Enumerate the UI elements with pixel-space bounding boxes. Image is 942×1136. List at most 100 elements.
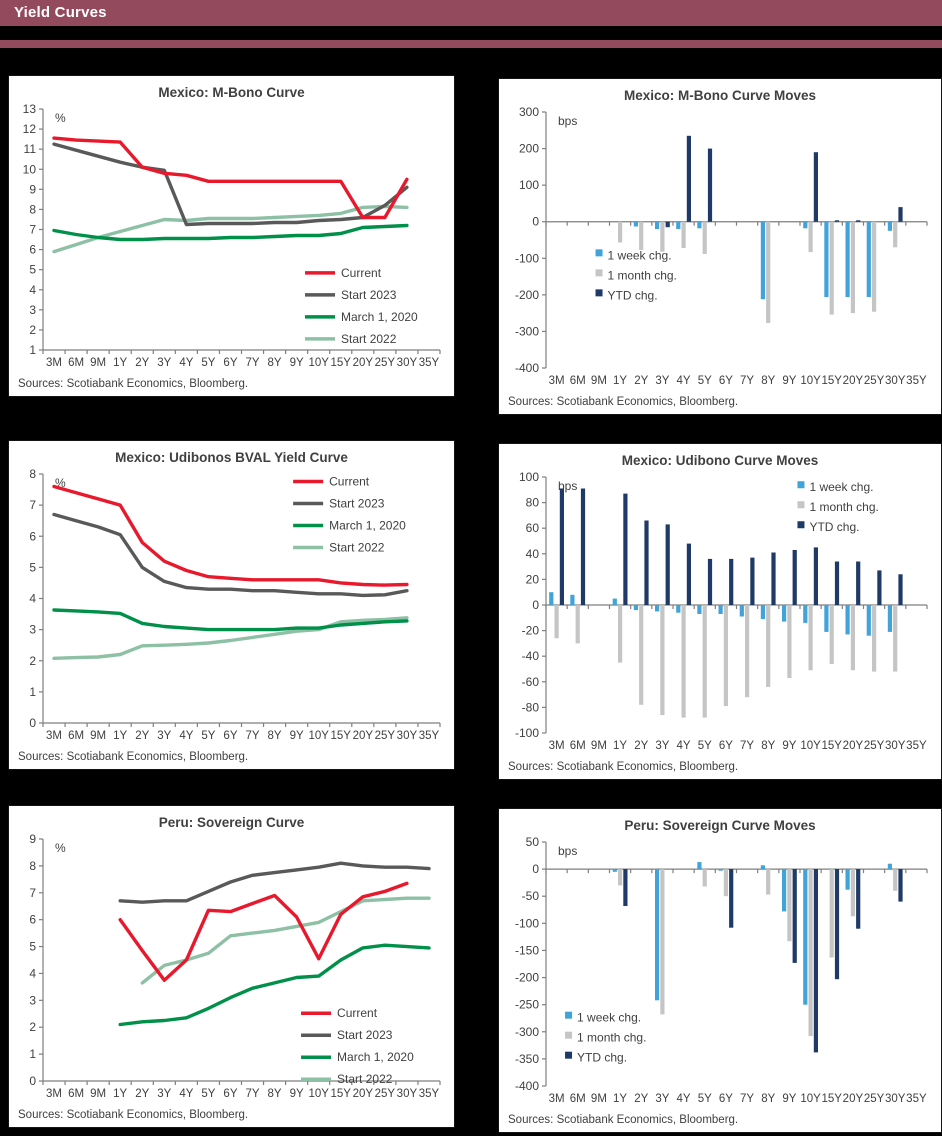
sources-note: Sources: Scotiabank Economics, Bloomberg… — [18, 378, 248, 390]
legend-label: 1 month chg. — [608, 268, 677, 282]
header-bar: Yield Curves — [0, 0, 942, 26]
legend-swatch-1-week-chg — [595, 249, 603, 257]
bar-ytd-chg-9Y — [792, 869, 797, 963]
legend-label: 1 week chg. — [809, 480, 873, 494]
x-tick-label: 3M — [549, 740, 565, 752]
y-tick-label: 0 — [29, 716, 36, 730]
y-tick-label: 1 — [29, 343, 36, 357]
x-tick-label: 3Y — [157, 1088, 171, 1100]
bar-ytd-chg-20Y — [856, 220, 861, 222]
y-tick-label: -250 — [515, 998, 539, 1012]
bar-1-week-chg-25Y — [866, 221, 871, 297]
bar-1-month-chg-6Y — [723, 605, 728, 707]
x-tick-label: 25Y — [864, 375, 885, 387]
bar-ytd-chg-6M — [580, 488, 586, 605]
y-tick-label: 0 — [532, 862, 539, 876]
bar-1-month-chg-30Y — [893, 605, 898, 672]
chart-title: Mexico: Udibonos BVAL Yield Curve — [115, 450, 348, 465]
unit-label: % — [55, 841, 66, 855]
y-tick-label: 2 — [29, 654, 36, 668]
bar-1-month-chg-10Y — [808, 869, 813, 1037]
x-tick-label: 6M — [570, 1093, 586, 1105]
x-tick-label: 15Y — [331, 357, 352, 369]
x-tick-label: 3Y — [157, 357, 171, 369]
y-tick-label: 7 — [29, 886, 36, 900]
unit-label: bps — [558, 844, 577, 858]
y-tick-label: -100 — [515, 726, 539, 740]
series-line-march-1-2020 — [52, 608, 409, 632]
bar-1-month-chg-9Y — [787, 869, 792, 942]
y-tick-label: 40 — [526, 547, 540, 561]
bar-1-week-chg-20Y — [845, 605, 850, 635]
legend-label: Start 2022 — [329, 540, 385, 554]
legend-label: March 1, 2020 — [329, 518, 406, 532]
bar-1-month-chg-25Y — [872, 221, 877, 312]
bar-1-month-chg-20Y — [850, 605, 855, 671]
bar-1-week-chg-10Y — [803, 221, 808, 229]
bar-1-month-chg-8Y — [766, 605, 771, 687]
x-tick-label: 1Y — [113, 730, 127, 742]
bar-ytd-chg-30Y — [898, 869, 903, 902]
x-tick-label: 8Y — [268, 1088, 282, 1100]
bar-1-week-chg-3M — [549, 592, 554, 605]
x-tick-label: 10Y — [308, 730, 329, 742]
bar-1-week-chg-20Y — [845, 869, 850, 890]
y-tick-label: 7 — [29, 223, 36, 237]
y-tick-label: 3 — [29, 623, 36, 637]
x-tick-label: 9Y — [290, 1088, 304, 1100]
y-tick-label: -200 — [515, 288, 539, 302]
unit-label: bps — [558, 114, 577, 128]
bar-1-week-chg-4Y — [676, 221, 681, 229]
x-tick-label: 3M — [46, 357, 62, 369]
x-tick-label: 9M — [591, 1093, 607, 1105]
x-tick-label: 20Y — [843, 375, 864, 387]
series-line-start-2022 — [52, 204, 409, 254]
x-tick-label: 20Y — [353, 730, 374, 742]
bar-ytd-chg-10Y — [813, 152, 818, 222]
sources-note: Sources: Scotiabank Economics, Bloomberg… — [508, 1114, 738, 1126]
y-tick-label: 12 — [23, 122, 37, 136]
x-tick-label: 2Y — [135, 1088, 149, 1100]
x-tick-label: 20Y — [353, 357, 374, 369]
y-tick-label: 6 — [29, 529, 36, 543]
x-tick-label: 4Y — [677, 375, 691, 387]
x-tick-label: 6M — [570, 740, 586, 752]
bar-1-month-chg-30Y — [893, 221, 898, 248]
bar-1-month-chg-10Y — [808, 221, 813, 253]
y-tick-label: 0 — [29, 1074, 36, 1088]
x-tick-label: 30Y — [397, 1088, 418, 1100]
legend-swatch-ytd-chg — [595, 289, 603, 297]
x-tick-label: 8Y — [268, 730, 282, 742]
x-tick-label: 6Y — [223, 1088, 237, 1100]
bar-1-week-chg-8Y — [760, 605, 765, 620]
sources-note: Sources: Scotiabank Economics, Bloomberg… — [18, 751, 248, 763]
x-tick-label: 30Y — [397, 357, 418, 369]
y-tick-label: 3 — [29, 993, 36, 1007]
x-tick-label: 9M — [591, 375, 607, 387]
bar-ytd-chg-2Y — [644, 520, 649, 605]
y-tick-label: 100 — [519, 470, 539, 484]
y-tick-label: 60 — [526, 521, 540, 535]
x-tick-label: 4Y — [677, 740, 691, 752]
legend-label: YTD chg. — [608, 288, 658, 302]
bar-ytd-chg-3Y — [665, 221, 670, 228]
x-tick-label: 1Y — [113, 357, 127, 369]
bar-1-month-chg-2Y — [639, 605, 644, 705]
x-tick-label: 1Y — [113, 1088, 127, 1100]
panel-peru-sovereign-curve: Peru: Sovereign Curve 0 1 2 3 4 5 6 7 8 9 3M 6M 9M 1Y 2… — [8, 805, 455, 1128]
bar-1-week-chg-9Y — [782, 605, 787, 622]
legend-swatch-1-week-chg — [797, 481, 805, 489]
series-line-start-2023 — [52, 512, 409, 598]
series-line-start-2022 — [52, 616, 409, 660]
x-tick-label: 2Y — [634, 740, 648, 752]
x-tick-label: 25Y — [375, 357, 396, 369]
bar-ytd-chg-5Y — [707, 558, 713, 605]
x-tick-label: 6M — [68, 730, 84, 742]
bar-1-week-chg-4Y — [676, 605, 681, 613]
x-tick-label: 30Y — [885, 740, 906, 752]
x-tick-label: 8Y — [761, 740, 775, 752]
chart-title: Peru: Sovereign Curve — [159, 815, 305, 830]
sources-note: Sources: Scotiabank Economics, Bloomberg… — [18, 1109, 248, 1121]
y-tick-label: 7 — [29, 498, 36, 512]
